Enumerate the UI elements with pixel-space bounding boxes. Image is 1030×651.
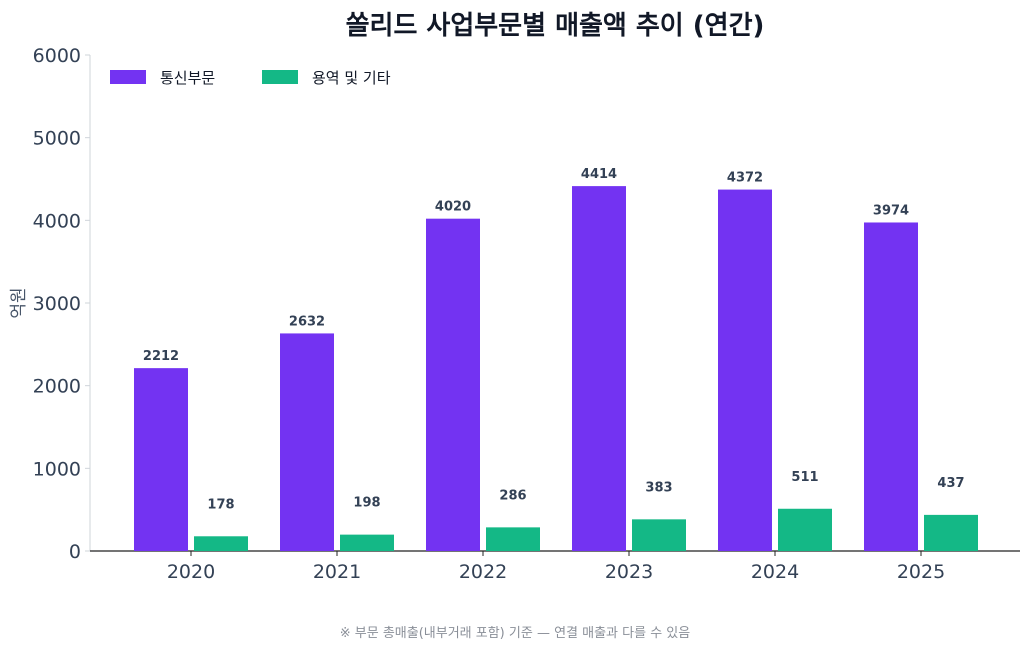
bar-telecom: [134, 368, 188, 551]
x-tick-label: 2023: [605, 561, 653, 583]
data-labels: 2212 178 2632 198 4020 286 4414 383 4372 511 3974 4…: [143, 167, 965, 512]
bar-service: [340, 534, 394, 551]
legend-item: 통신부문: [110, 69, 215, 87]
y-axis-label: 억원: [9, 287, 29, 318]
bar-telecom: [864, 222, 918, 551]
x-tick-label: 2024: [751, 561, 799, 583]
chart-title: 쏠리드 사업부문별 매출액 추이 (연간): [346, 11, 765, 41]
legend-swatch: [110, 70, 146, 84]
bars: [134, 186, 978, 552]
bar-telecom: [426, 218, 480, 551]
y-tick-label: 0: [69, 541, 81, 563]
bar-telecom: [572, 186, 626, 552]
x-axis: 2020 2021 2022 2023 2024 2025: [90, 550, 1020, 583]
x-tick-label: 2020: [167, 561, 215, 583]
data-label: 2632: [289, 314, 325, 329]
data-label: 178: [207, 497, 234, 512]
data-label: 286: [499, 488, 526, 503]
bar-service: [778, 508, 832, 551]
legend-swatch: [262, 70, 298, 84]
bar-service: [924, 514, 978, 551]
y-tick-label: 2000: [33, 376, 81, 398]
x-tick-label: 2022: [459, 561, 507, 583]
bar-service: [194, 536, 248, 551]
x-tick-label: 2025: [897, 561, 945, 583]
bar-service: [632, 519, 686, 551]
y-tick-label: 1000: [33, 458, 81, 480]
y-tick-label: 3000: [33, 293, 81, 315]
data-label: 2212: [143, 349, 179, 364]
bar-service: [486, 527, 540, 551]
legend-item: 용역 및 기타: [262, 69, 391, 87]
y-tick-label: 6000: [33, 45, 81, 67]
y-tick-label: 5000: [33, 128, 81, 150]
footnote: ※ 부문 총매출(내부거래 포함) 기준 — 연결 매출과 다를 수 있음: [340, 626, 690, 641]
bar-telecom: [280, 333, 334, 551]
data-label: 4020: [435, 200, 471, 215]
bar-telecom: [718, 189, 772, 551]
data-label: 383: [645, 480, 672, 495]
data-label: 4372: [727, 171, 763, 186]
x-tick-label: 2021: [313, 561, 361, 583]
data-label: 511: [791, 470, 818, 485]
data-label: 437: [937, 476, 964, 491]
data-label: 198: [353, 496, 380, 511]
data-label: 3974: [873, 203, 909, 218]
y-axis: 0 1000 2000 3000 4000 5000 6000: [33, 45, 91, 563]
legend-label: 용역 및 기타: [312, 69, 391, 87]
legend: 통신부문 용역 및 기타: [110, 69, 391, 87]
legend-label: 통신부문: [160, 69, 215, 87]
data-label: 4414: [581, 167, 617, 182]
y-tick-label: 4000: [33, 210, 81, 232]
